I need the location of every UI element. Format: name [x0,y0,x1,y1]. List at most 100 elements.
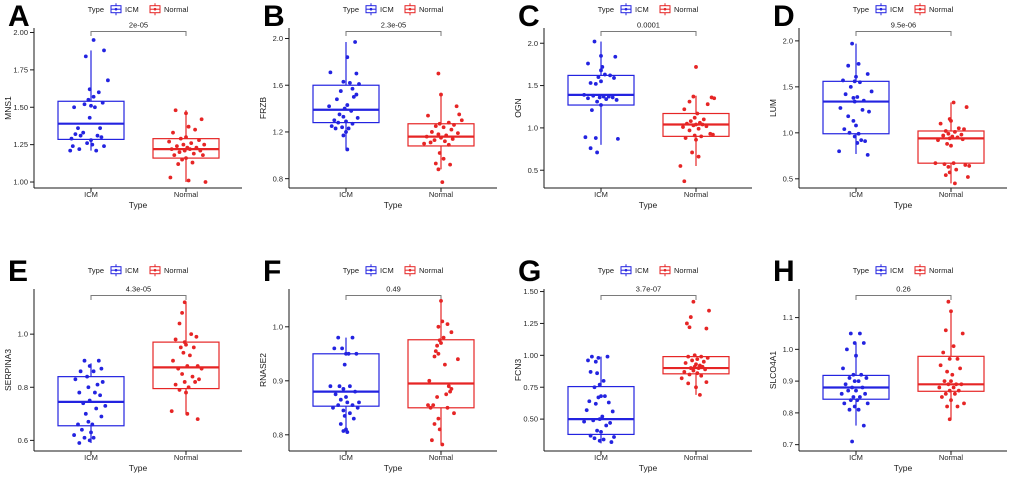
y-tick-label: 0.9 [783,377,793,386]
data-point [335,97,339,102]
significance-bracket [600,295,697,300]
data-point [956,126,961,131]
data-point [449,127,454,132]
data-point [858,395,862,399]
data-point [599,103,603,107]
data-point [197,138,201,143]
data-point [433,349,438,353]
data-point [704,380,709,385]
data-point [190,374,195,379]
data-point [695,357,700,362]
boxplot-normal [917,311,985,420]
data-point [855,398,860,403]
data-point [437,121,442,126]
data-point [945,369,949,374]
data-point [432,354,437,359]
legend-key-normal-icon [404,264,416,277]
legend: Type ICM Normal [598,264,699,277]
data-point [604,97,609,102]
data-point [599,79,603,84]
x-axis: ICM Normal [339,188,453,199]
jitter-points-icm [328,335,361,434]
data-point [344,351,348,356]
data-point [186,385,191,390]
y-tick-label: 0.5 [783,174,793,183]
jitter-points-normal [167,108,208,184]
y-axis-title: RNASE2 [258,353,268,387]
data-point [700,364,705,369]
data-point [342,362,347,367]
y-tick-label: 1.25 [13,140,28,149]
data-point [865,72,870,76]
data-point [449,330,454,335]
data-point [338,397,343,402]
legend-key-normal-icon [914,264,926,277]
data-point [608,421,612,425]
data-point [938,121,943,126]
legend-title: Type [853,5,869,14]
legend: Type ICM Normal [343,264,444,277]
x-tick-label: Normal [684,453,709,462]
panel-C: C Type ICM Normal 2.0 1.5 1.0 0.5 OGN ICM Normal Ty… [510,0,765,239]
legend-title: Type [853,266,869,275]
significance-bracket [600,31,697,36]
data-point [951,344,956,349]
data-point [436,71,441,76]
data-point [603,394,607,399]
data-point [838,106,843,110]
jitter-points-icm [68,38,110,153]
data-point [590,108,594,113]
data-point [450,137,455,141]
data-point [946,382,951,387]
data-point [430,438,434,443]
jitter-points-icm [837,41,874,157]
panel-letter: C [518,0,540,33]
data-point [457,112,462,117]
axes [543,289,752,452]
panel-letter: D [773,0,795,33]
data-point [686,354,691,359]
data-point [860,107,865,112]
y-tick-label: 0.7 [783,440,793,449]
data-point [431,403,436,407]
data-point [82,358,87,363]
x-tick-label: Normal [939,453,964,462]
data-point [854,388,858,393]
y-tick-label: 1.0 [18,330,28,339]
data-point [861,98,866,103]
data-point [584,408,589,413]
data-point [354,92,359,97]
data-point [89,430,93,435]
axes [798,28,1007,189]
significance-bracket [345,31,442,36]
data-point [445,405,450,410]
data-point [341,387,346,391]
data-point [704,326,709,331]
data-point [959,132,964,137]
data-point [678,164,683,168]
data-point [96,358,101,363]
data-point [180,157,185,162]
data-point [459,118,464,123]
data-point [692,364,697,369]
data-point [846,63,851,68]
data-point [691,123,696,128]
boxplot-normal [152,302,220,414]
data-point [852,404,857,409]
y-tick-label: 1.0 [783,345,793,354]
data-point [847,130,852,135]
data-point [688,119,693,124]
data-point [173,108,178,113]
legend-label: Normal [674,266,699,275]
data-point [847,376,852,380]
data-point [202,142,207,147]
data-point [69,136,74,141]
p-value: 9.5e-06 [891,21,916,30]
data-point [600,414,605,419]
data-point [336,403,341,407]
data-point [608,73,612,78]
data-point [601,94,606,99]
data-point [435,395,439,399]
